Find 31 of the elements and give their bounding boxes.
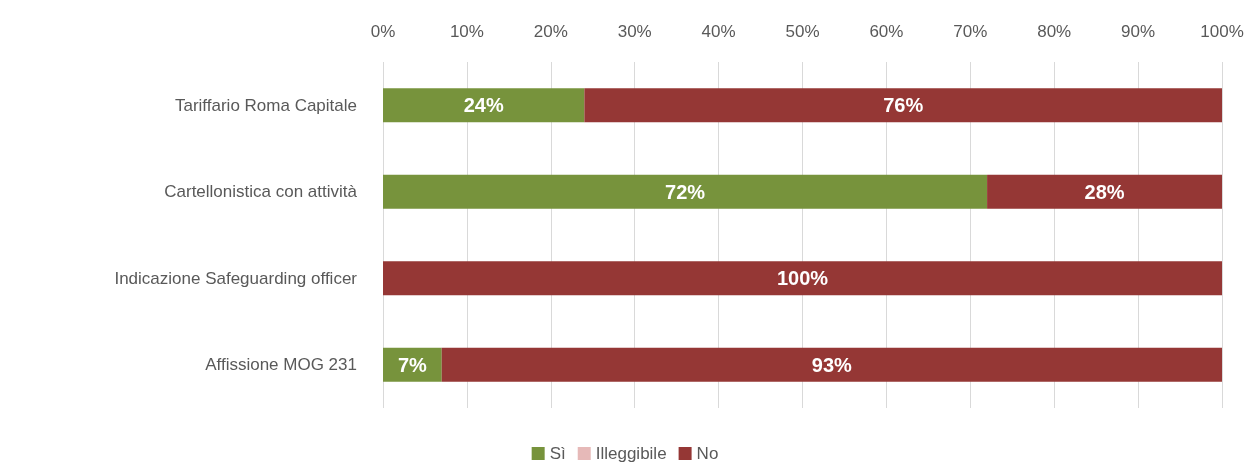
x-tick-label: 20% [533, 22, 568, 41]
data-label: 76% [883, 94, 924, 117]
y-tick-label: Cartellonistica con attività [164, 182, 358, 202]
y-tick-label: Tariffario Roma Capitale [174, 95, 357, 115]
y-tick-label: Indicazione Safeguarding officer [114, 268, 358, 288]
bar [441, 347, 1222, 382]
bar [383, 261, 1222, 296]
bar [383, 174, 988, 209]
legend-label: Sì [549, 444, 566, 463]
x-tick-label: 80% [1037, 22, 1072, 41]
data-label: 24% [463, 94, 504, 117]
x-tick-label: 0% [370, 22, 396, 41]
x-tick-label: 60% [869, 22, 904, 41]
x-tick-label: 10% [449, 22, 484, 41]
data-label: 72% [665, 180, 706, 203]
x-tick-label: 40% [701, 22, 736, 41]
x-tick-label: 90% [1121, 22, 1156, 41]
bar [584, 88, 1222, 123]
data-label: 100% [776, 267, 829, 290]
legend-label: Illeggibile [595, 444, 667, 463]
x-tick-label: 100% [1200, 22, 1244, 41]
y-tick-label: Affissione MOG 231 [205, 355, 357, 375]
data-label: 7% [397, 353, 428, 376]
legend-label: No [696, 444, 719, 463]
bar [383, 88, 585, 123]
x-tick-label: 50% [785, 22, 820, 41]
x-tick-label: 70% [953, 22, 988, 41]
bar [987, 174, 1222, 209]
data-label: 93% [811, 353, 853, 376]
data-label: 28% [1084, 180, 1125, 203]
x-tick-label: 30% [617, 22, 652, 41]
